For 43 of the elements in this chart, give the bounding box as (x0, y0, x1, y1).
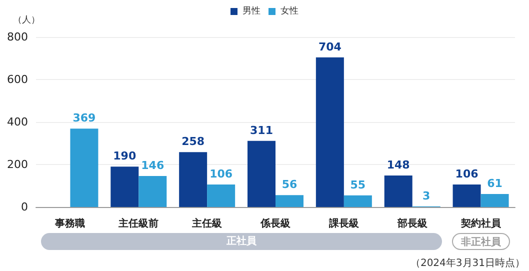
x-tick-label: 係長級 (260, 218, 292, 230)
y-axis-title: （人） (13, 14, 40, 26)
data-label: 148 (386, 158, 410, 172)
x-tick-label: 主任級前 (118, 218, 159, 230)
text: （2024年3月31日時点） (410, 256, 525, 270)
y-tick-label: 800 (7, 30, 28, 44)
bar (276, 195, 304, 207)
bar (70, 128, 98, 207)
bar (207, 184, 236, 207)
y-tick-label: 0 (21, 200, 28, 214)
bar (384, 176, 412, 207)
bar (248, 140, 276, 207)
y-tick-label: 400 (7, 116, 28, 128)
x-tick-label: 部長級 (396, 218, 428, 230)
bar (316, 57, 344, 207)
bar (452, 184, 481, 207)
bar (480, 194, 509, 207)
data-label: 311 (250, 124, 273, 137)
data-label: 190 (113, 150, 136, 163)
data-label: 106 (210, 167, 233, 180)
bar (344, 195, 372, 207)
data-label: 56 (282, 178, 298, 192)
data-label: 258 (182, 135, 205, 148)
x-tick-label: 事務職 (54, 218, 86, 230)
legend-label: 女性 (280, 6, 298, 16)
legend-label: 男性 (242, 6, 260, 16)
data-label: 61 (487, 177, 502, 190)
data-label: 704 (318, 40, 342, 54)
x-tick-label: 主任級 (191, 218, 224, 230)
bar (110, 166, 139, 207)
y-tick-label: 200 (7, 158, 28, 171)
group-pill: 正社員 (41, 233, 442, 250)
data-label: 106 (455, 167, 479, 180)
x-tick-label: 課長級 (328, 218, 360, 230)
data-label: 369 (72, 112, 96, 125)
bar (138, 176, 167, 207)
bar (179, 152, 208, 207)
data-label: 3 (422, 189, 430, 202)
data-label: 146 (141, 158, 164, 172)
data-label: 55 (350, 178, 366, 192)
y-tick-label: 600 (7, 73, 28, 86)
x-tick-label: 契約社員 (460, 218, 502, 230)
group-pill: 非正社員 (452, 233, 510, 250)
